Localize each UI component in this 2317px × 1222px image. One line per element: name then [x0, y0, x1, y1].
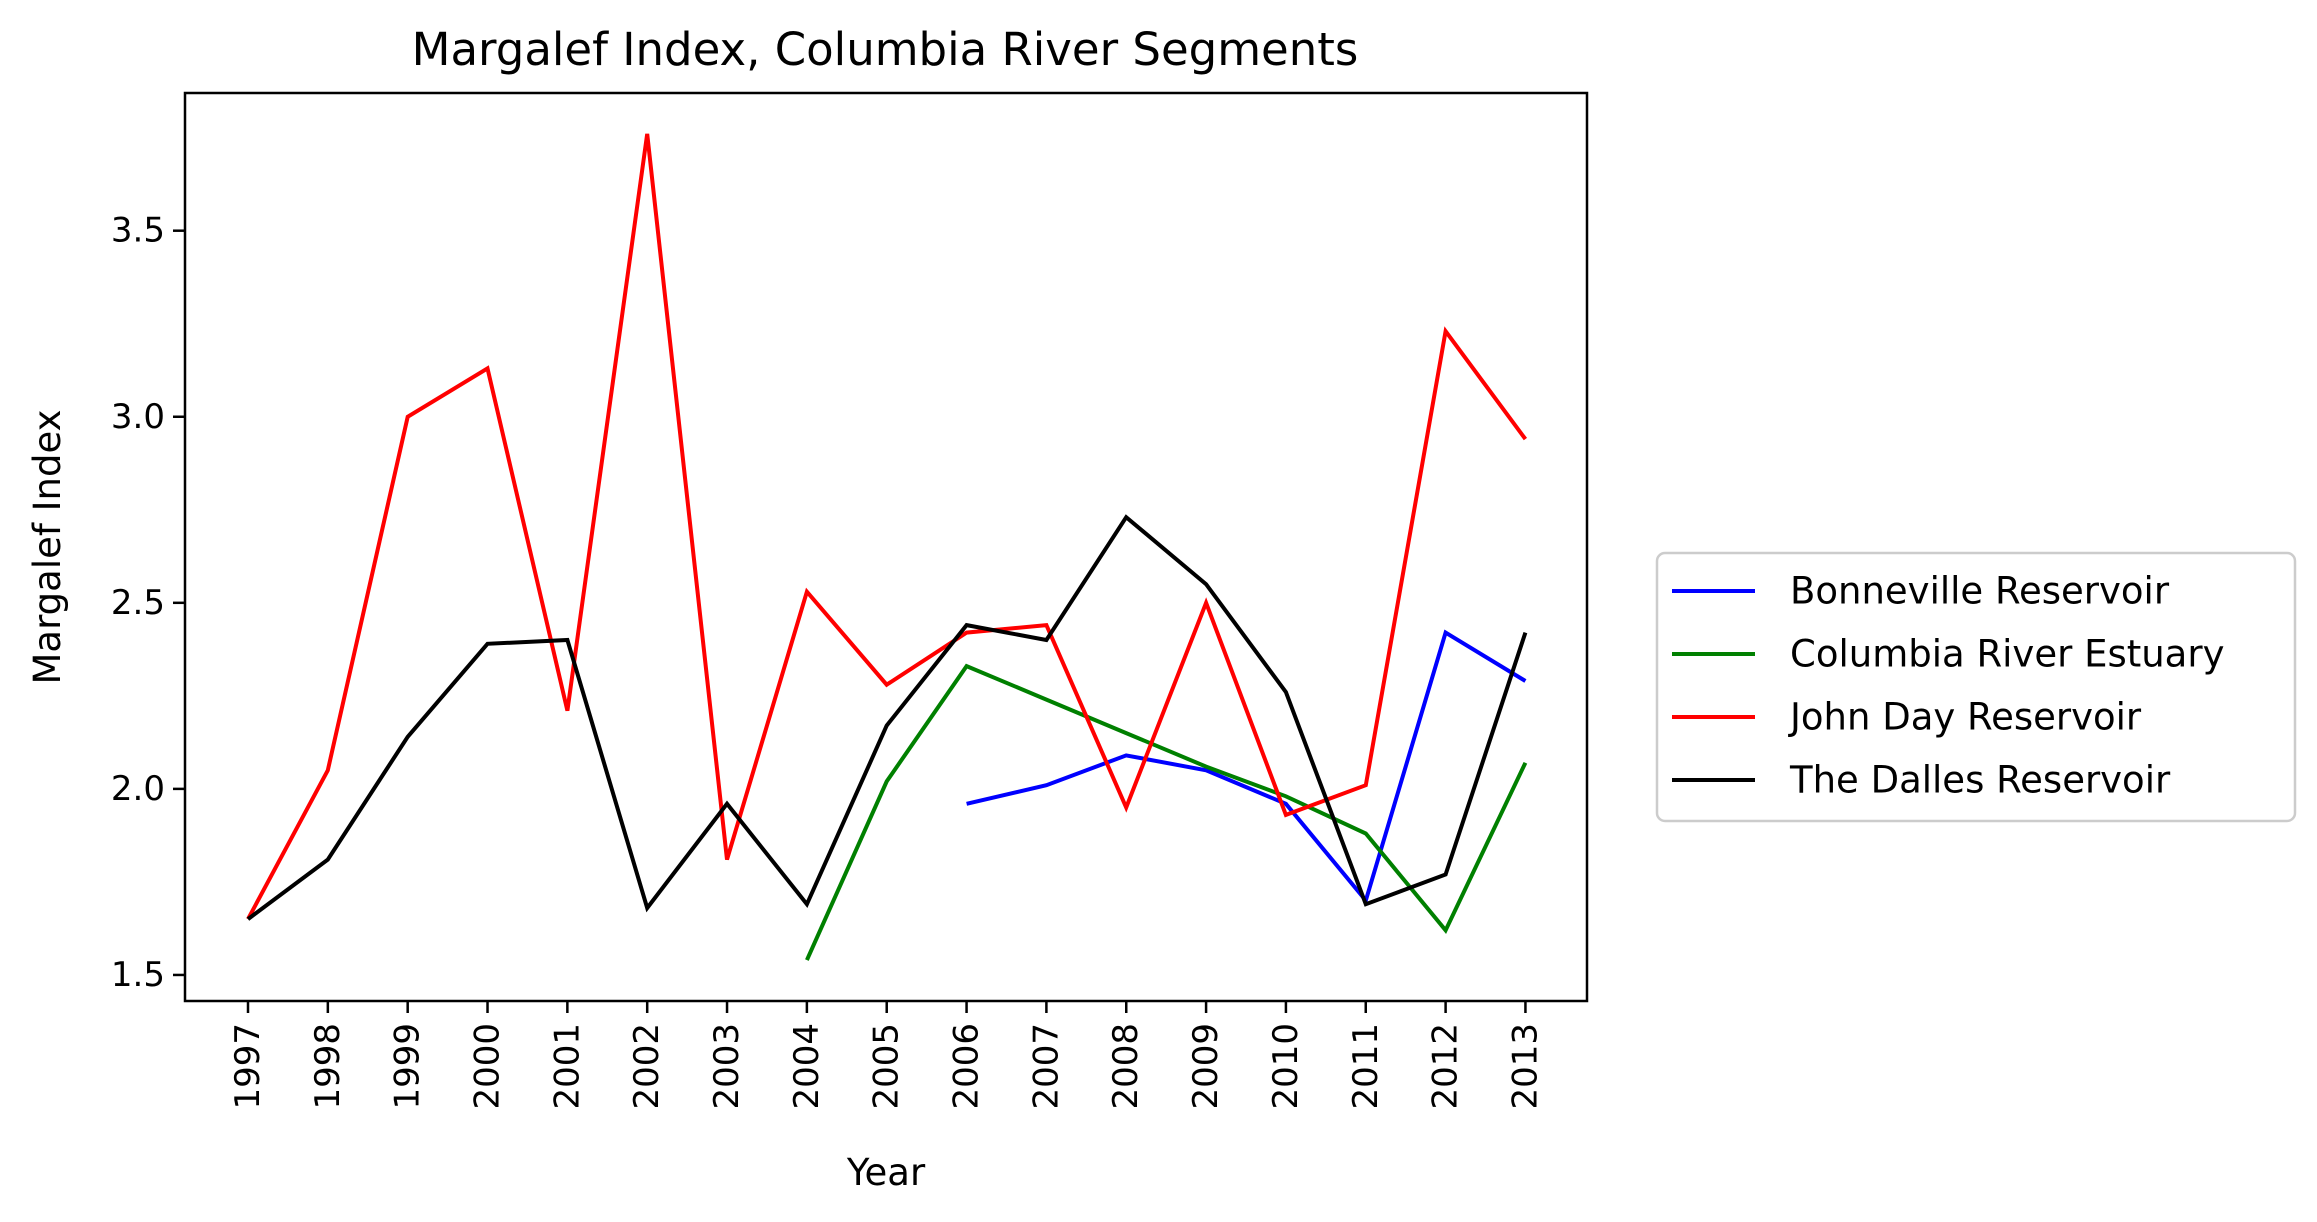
x-tick-label: 2011 — [1346, 1023, 1386, 1110]
series-line-2 — [246, 133, 1528, 921]
y-axis-label: Margalef Index — [26, 409, 69, 684]
x-tick-label: 1997 — [228, 1023, 268, 1110]
series-line-3 — [246, 514, 1528, 921]
legend: Bonneville Reservoir Columbia River Estua… — [1655, 551, 2297, 823]
y-tick-label: 2.5 — [111, 583, 165, 623]
plot-area — [246, 133, 1528, 961]
x-tick-label: 2013 — [1505, 1023, 1545, 1110]
x-tick-label: 2005 — [867, 1023, 907, 1110]
x-tick-label: 2007 — [1026, 1023, 1066, 1110]
x-tick-label: 1998 — [308, 1023, 348, 1110]
legend-label-3: The Dalles Reservoir — [1789, 759, 2171, 802]
x-tick-label: 2008 — [1106, 1023, 1146, 1110]
series-line-1 — [805, 663, 1528, 961]
x-tick-label: 2009 — [1186, 1023, 1226, 1110]
y-tick-label: 1.5 — [111, 955, 165, 995]
legend-label-1: Columbia River Estuary — [1790, 633, 2224, 676]
chart-title: Margalef Index, Columbia River Segments — [412, 23, 1359, 76]
y-tick-label: 2.0 — [111, 769, 165, 809]
x-tick-label: 2012 — [1426, 1023, 1466, 1110]
y-tick-label: 3.0 — [111, 397, 165, 437]
legend-label-2: John Day Reservoir — [1788, 696, 2142, 739]
x-tick-label: 2010 — [1266, 1023, 1306, 1110]
x-axis-label: Year — [846, 1151, 926, 1194]
y-tick-label: 3.5 — [111, 211, 165, 251]
x-tick-label: 2001 — [547, 1023, 587, 1110]
x-tick-label: 2003 — [707, 1023, 747, 1110]
x-tick-label: 2002 — [627, 1023, 667, 1110]
x-tick-label: 2006 — [947, 1023, 987, 1110]
y-axis: 1.5 2.0 2.5 3.0 3.5 — [111, 211, 185, 995]
legend-box — [1655, 551, 2297, 823]
x-tick-label: 2000 — [468, 1023, 508, 1110]
legend-label-0: Bonneville Reservoir — [1790, 570, 2170, 613]
series-line-0 — [966, 629, 1527, 905]
x-tick-label: 2004 — [787, 1023, 827, 1110]
x-axis: 1997 1998 1999 2000 2001 2002 2003 2004 2005 2006… — [228, 1001, 1545, 1110]
x-tick-label: 1999 — [388, 1023, 428, 1110]
